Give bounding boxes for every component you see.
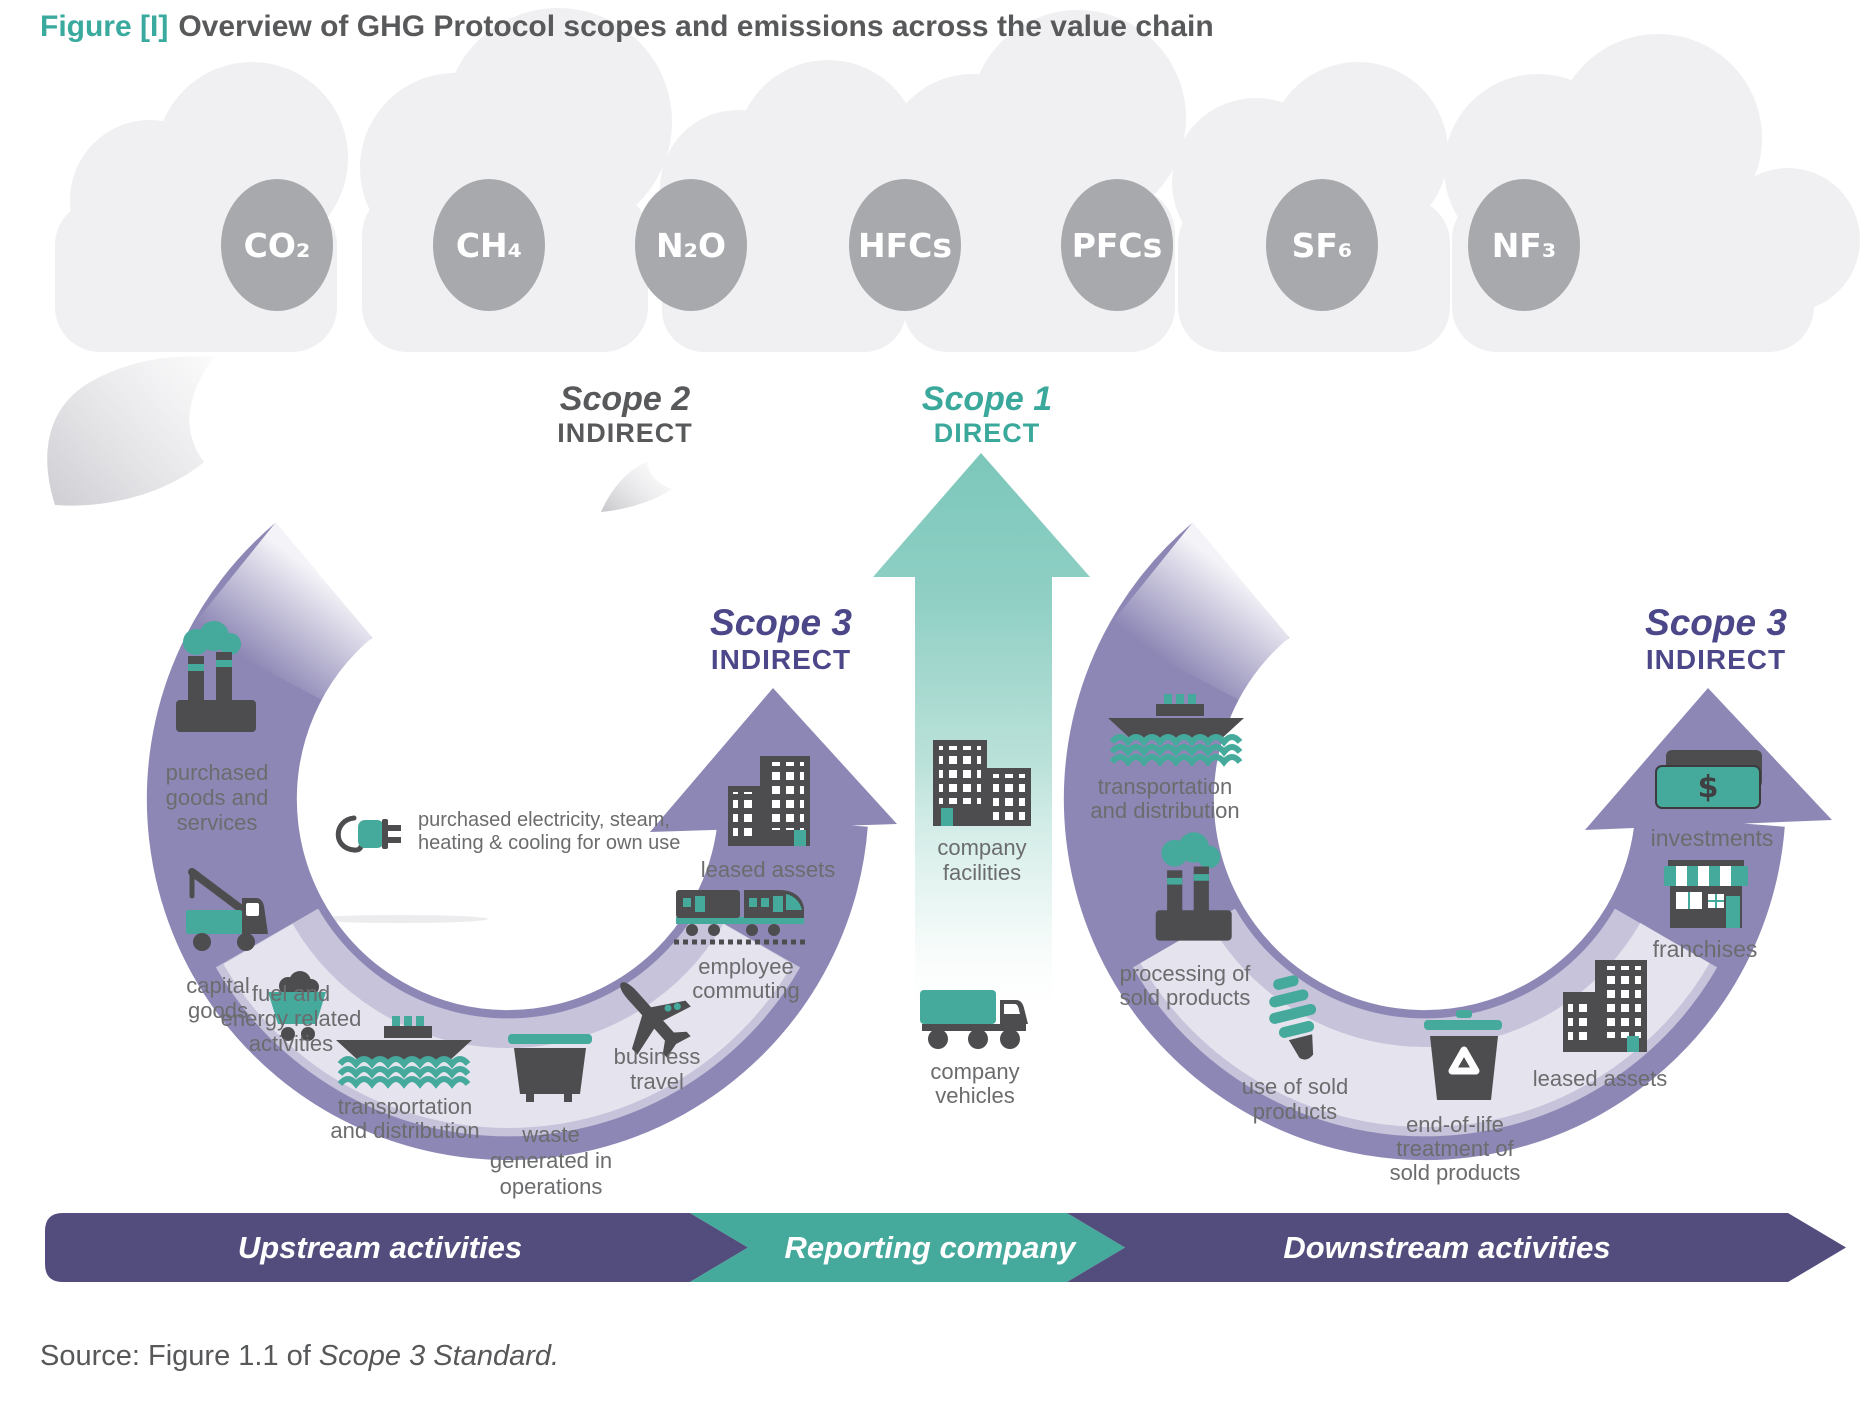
scope3-downstream-name: Scope 3 xyxy=(1645,602,1787,643)
label-transport-downstream: transportation and distribution xyxy=(1090,774,1240,823)
downstream-bar-segment xyxy=(1067,1213,1846,1282)
figure-title-text: Overview of GHG Protocol scopes and emis… xyxy=(178,10,1214,43)
label-leased-assets-upstream: leased assets xyxy=(700,857,836,882)
train-icon xyxy=(674,890,806,945)
ghg-clouds xyxy=(55,8,1860,352)
scope3-upstream-heading: Scope 3 INDIRECT xyxy=(710,602,852,676)
building-icon xyxy=(933,740,1031,826)
gas-label: SF₆ xyxy=(1292,226,1353,265)
shadow-streak xyxy=(312,915,488,923)
label-purchased-goods: purchased goods and services xyxy=(165,760,269,835)
storefront-icon xyxy=(1664,860,1748,928)
label-company-facilities: company facilities xyxy=(937,835,1027,885)
gas-bubble: N₂O xyxy=(635,179,747,311)
source-work: Scope 3 Standard. xyxy=(318,1340,560,1372)
gas-bubble: SF₆ xyxy=(1266,179,1378,311)
mine-cart-icon xyxy=(268,971,326,1041)
bar-label-downstream: Downstream activities xyxy=(1283,1230,1611,1265)
scope2-heading: Scope 2 INDIRECT xyxy=(557,380,693,448)
scope3-upstream-name: Scope 3 xyxy=(710,602,852,643)
gas-label: NF₃ xyxy=(1492,226,1557,265)
figure-title: Figure [I] Overview of GHG Protocol scope… xyxy=(40,10,1214,44)
dumpster-icon xyxy=(508,1034,592,1102)
source-prefix: Source: Figure 1.1 of xyxy=(40,1340,311,1372)
upstream-bar-segment xyxy=(45,1213,748,1282)
label-waste: waste generated in operations xyxy=(489,1122,613,1199)
figure-title-prefix: Figure [I] xyxy=(40,10,169,43)
electric-plug-icon xyxy=(335,815,401,853)
light-bulb-icon xyxy=(1269,975,1317,1060)
label-business-travel: business travel xyxy=(613,1044,701,1094)
scope2-arrow-swoosh xyxy=(47,356,214,506)
source-note: Source: Figure 1.1 of Scope 3 Standard. xyxy=(40,1340,559,1373)
label-investments: investments xyxy=(1650,825,1774,851)
scope2-name: Scope 2 xyxy=(559,380,691,418)
gas-bubble: NF₃ xyxy=(1468,179,1580,311)
ship-icon xyxy=(336,1016,472,1089)
scope2-kind: INDIRECT xyxy=(557,418,693,448)
truck-icon xyxy=(920,990,1028,1049)
label-leased-assets-downstream: leased assets xyxy=(1532,1066,1668,1091)
scope1-arrow xyxy=(873,453,1090,1024)
crane-truck-icon xyxy=(186,868,268,951)
scope3-downstream-heading: Scope 3 INDIRECT xyxy=(1645,602,1787,676)
bar-label-upstream: Upstream activities xyxy=(237,1230,523,1265)
factory-icon xyxy=(176,621,256,732)
gas-label: HFCs xyxy=(858,226,952,265)
label-capital-goods: capital goods xyxy=(186,973,250,1023)
money-icon: $ xyxy=(1655,750,1762,809)
reporting-bar-segment xyxy=(690,1213,1125,1282)
gas-bubble: CO₂ xyxy=(221,179,333,311)
gas-bubbles: CO₂ CH₄ N₂O HFCs PFCs SF₆ NF₃ xyxy=(221,179,1580,311)
scope3-upstream-kind: INDIRECT xyxy=(710,644,852,675)
label-employee-commuting: employee commuting xyxy=(692,954,800,1003)
label-transport-upstream: transportation and distribution xyxy=(330,1094,480,1143)
building-icon xyxy=(728,756,810,846)
scope2-arrow-tip xyxy=(601,462,672,512)
scope3-downstream-kind: INDIRECT xyxy=(1645,644,1787,675)
ship-icon xyxy=(1108,694,1244,767)
label-use-of-sold: use of sold products xyxy=(1241,1074,1349,1124)
gas-bubble: HFCs xyxy=(849,179,961,311)
gas-label: CO₂ xyxy=(244,226,311,265)
label-processing: processing of sold products xyxy=(1119,961,1251,1010)
dollar-sign: $ xyxy=(1698,770,1719,805)
building-icon xyxy=(1563,960,1647,1052)
scope1-kind: DIRECT xyxy=(933,418,1041,448)
gas-label: N₂O xyxy=(656,226,726,265)
gas-bubble: PFCs xyxy=(1061,179,1173,311)
scope1-heading: Scope 1 DIRECT xyxy=(922,380,1052,448)
label-fuel-energy: fuel and energy related activities xyxy=(220,981,362,1056)
value-chain-bar xyxy=(45,1213,1846,1282)
gas-label: CH₄ xyxy=(456,226,522,265)
bar-label-reporting: Reporting company xyxy=(784,1230,1076,1265)
label-end-of-life: end-of-life treatment of sold products xyxy=(1389,1112,1521,1185)
gas-bubble: CH₄ xyxy=(433,179,545,311)
label-franchises: franchises xyxy=(1652,936,1758,962)
recycle-bin-icon xyxy=(1424,1010,1502,1100)
factory-icon xyxy=(1155,832,1232,941)
label-electricity-note: purchased electricity, steam, heating & … xyxy=(418,809,681,854)
scope1-name: Scope 1 xyxy=(921,380,1053,418)
label-company-vehicles: company vehicles xyxy=(930,1059,1020,1108)
gas-label: PFCs xyxy=(1072,226,1163,265)
airplane-icon xyxy=(620,982,691,1058)
